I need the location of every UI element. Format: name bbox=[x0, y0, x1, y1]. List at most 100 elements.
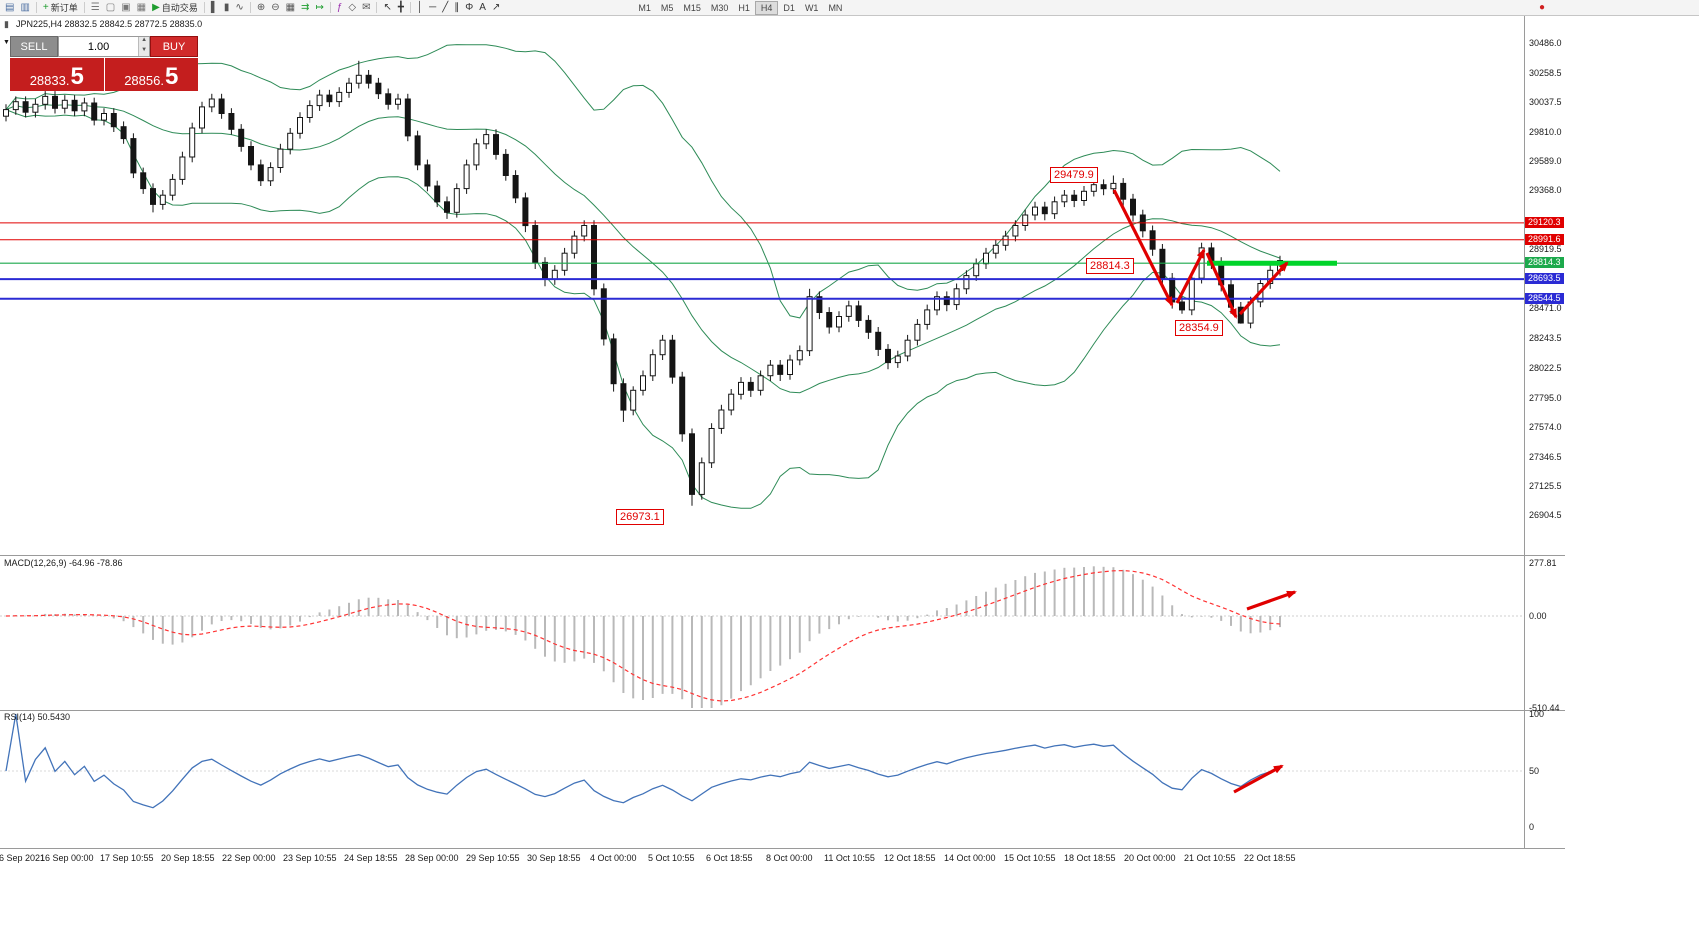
trend-arrow[interactable] bbox=[1238, 261, 1289, 316]
one-click-collapse-caret[interactable]: ▼ bbox=[3, 39, 10, 46]
trendline-button[interactable]: ╱ bbox=[439, 1, 451, 15]
horizontal-line-button[interactable]: ─ bbox=[426, 1, 439, 15]
time-axis-label: 24 Sep 18:55 bbox=[344, 853, 398, 863]
trend-arrow[interactable] bbox=[1233, 764, 1284, 794]
trend-arrow[interactable] bbox=[1246, 590, 1297, 611]
trend-arrow[interactable] bbox=[1175, 248, 1206, 304]
arrows-button[interactable]: ↗ bbox=[489, 1, 503, 15]
data-window-button[interactable]: ▢ bbox=[103, 1, 118, 15]
price-axis-tick: 27346.5 bbox=[1529, 452, 1562, 462]
time-axis-label: 23 Sep 10:55 bbox=[283, 853, 337, 863]
toolbar-separator bbox=[329, 2, 331, 13]
navigator-button[interactable]: ▣ bbox=[118, 1, 133, 15]
price-axis-tick: 29810.0 bbox=[1529, 127, 1562, 137]
time-axis-label: 12 Oct 18:55 bbox=[884, 853, 936, 863]
autotrade-label: 自动交易 bbox=[161, 3, 198, 13]
price-line-label: 28544.5 bbox=[1525, 293, 1564, 304]
auto-scroll-button[interactable]: ⇉ bbox=[298, 1, 312, 15]
toolbar-separator bbox=[83, 2, 85, 13]
mail-button[interactable]: ✉ bbox=[359, 1, 373, 15]
text-button[interactable]: A bbox=[476, 1, 489, 15]
channel-icon: ∥ bbox=[454, 1, 460, 13]
fibonacci-icon: Φ bbox=[465, 1, 474, 13]
rsi-label: RSI(14) 50.5430 bbox=[4, 712, 71, 722]
macd-histogram bbox=[14, 566, 1281, 708]
price-axis-tick: 28919.5 bbox=[1529, 244, 1562, 254]
price-annotation[interactable]: 26973.1 bbox=[616, 509, 664, 525]
templates-button[interactable]: ◇ bbox=[345, 1, 359, 15]
new-order-button[interactable]: + 新订单 bbox=[40, 1, 81, 15]
price-annotation[interactable]: 28814.3 bbox=[1086, 258, 1134, 274]
vertical-line-icon: │ bbox=[416, 1, 424, 13]
price-axis-tick: 28471.0 bbox=[1529, 303, 1562, 313]
crosshair-button[interactable]: ╋ bbox=[395, 1, 407, 15]
market-watch-button[interactable]: ☰ bbox=[88, 1, 103, 15]
vertical-line-button[interactable]: │ bbox=[414, 1, 426, 15]
autotrade-button[interactable]: ▶ 自动交易 bbox=[149, 1, 201, 15]
tile-windows-button[interactable]: ▦ bbox=[283, 1, 298, 15]
indicators-button[interactable]: ƒ bbox=[334, 1, 346, 15]
fibonacci-button[interactable]: Φ bbox=[462, 1, 476, 15]
chart-profiles-icon: ▥ bbox=[20, 1, 30, 13]
horizontal-line-icon: ─ bbox=[429, 1, 437, 13]
time-axis-label: 16 Sep 2021 bbox=[0, 853, 46, 863]
timeframe-mn-button[interactable]: MN bbox=[828, 2, 843, 13]
toolbar-separator bbox=[376, 2, 378, 13]
price-axis-tick: 27125.5 bbox=[1529, 481, 1562, 491]
price-annotation[interactable]: 28354.9 bbox=[1175, 320, 1223, 336]
time-axis-label: 30 Sep 18:55 bbox=[527, 853, 581, 863]
volume-down-button[interactable]: ▼ bbox=[138, 46, 149, 56]
zoom-in-icon: ⊕ bbox=[256, 1, 266, 13]
sell-button[interactable]: SELL bbox=[10, 36, 58, 57]
time-axis-label: 16 Sep 00:00 bbox=[40, 853, 94, 863]
cursor-button[interactable]: ↖ bbox=[380, 1, 394, 15]
sell-price[interactable]: 28833. 5 bbox=[10, 58, 104, 91]
price-axis-tick: 26904.5 bbox=[1529, 510, 1562, 520]
timeframe-m15-button[interactable]: M15 bbox=[683, 2, 701, 13]
terminal-icon: ▦ bbox=[136, 1, 147, 13]
terminal-button[interactable]: ▦ bbox=[134, 1, 149, 15]
chart-shift-button[interactable]: ↦ bbox=[312, 1, 326, 15]
bar-chart-button[interactable]: ▌ bbox=[208, 1, 221, 15]
trend-arrow[interactable] bbox=[1205, 252, 1238, 319]
candlestick-chart-button[interactable]: ▮ bbox=[221, 1, 233, 15]
price-line-label: 28693.5 bbox=[1525, 273, 1564, 284]
bar-chart-icon: ▌ bbox=[210, 1, 218, 13]
timeframe-m30-button[interactable]: M30 bbox=[710, 2, 729, 13]
price-axis[interactable]: 29120.3 28991.6 28814.3 28693.5 28544.5 30486… bbox=[1525, 0, 1605, 870]
timeframe-h4-button[interactable]: H4 bbox=[754, 0, 779, 15]
new-chart-button[interactable]: ▤ bbox=[2, 1, 17, 15]
price-line-label: 28814.3 bbox=[1525, 257, 1564, 268]
timeframe-m1-button[interactable]: M1 bbox=[638, 2, 651, 13]
trend-arrow[interactable] bbox=[1112, 189, 1174, 307]
timeframe-h1-button[interactable]: H1 bbox=[738, 2, 750, 13]
timeframe-w1-button[interactable]: W1 bbox=[804, 2, 819, 13]
zoom-in-button[interactable]: ⊕ bbox=[254, 1, 268, 15]
chart-profiles-button[interactable]: ▥ bbox=[17, 1, 32, 15]
templates-icon: ◇ bbox=[348, 1, 357, 13]
timeframe-d1-button[interactable]: D1 bbox=[783, 2, 795, 13]
new-order-label: 新订单 bbox=[50, 3, 78, 13]
arrows-icon: ↗ bbox=[491, 1, 501, 13]
channel-button[interactable]: ∥ bbox=[451, 1, 462, 15]
record-icon[interactable]: ● bbox=[1539, 2, 1546, 13]
price-axis-tick: 30037.5 bbox=[1529, 97, 1562, 107]
sell-price-main: 28833. bbox=[29, 73, 70, 88]
line-chart-button[interactable]: ∿ bbox=[232, 1, 246, 15]
buy-button[interactable]: BUY bbox=[150, 36, 198, 57]
price-annotation[interactable]: 29479.9 bbox=[1050, 167, 1098, 183]
crosshair-icon: ╋ bbox=[397, 1, 404, 13]
price-axis-tick: 28022.5 bbox=[1529, 363, 1562, 373]
volume-input[interactable] bbox=[59, 37, 139, 56]
buy-price[interactable]: 28856. 5 bbox=[104, 58, 198, 91]
price-axis-tick: 30258.5 bbox=[1529, 68, 1562, 78]
zoom-out-button[interactable]: ⊖ bbox=[268, 1, 282, 15]
time-axis-label: 22 Sep 00:00 bbox=[222, 853, 276, 863]
toolbar-icons: ▤ ▥ + 新订单 ☰ ▢ ▣ ▦ ▶ 自动交易 ▌ ▮ ∿ ⊕ ⊖ ▦ ⇉ ↦ ƒ ◇ ✉ ↖ ╋ │ ─ ╱ ∥ Φ A ↗ bbox=[2, 1, 503, 15]
volume-up-button[interactable]: ▲ bbox=[138, 37, 149, 47]
top-toolbar: ▤ ▥ + 新订单 ☰ ▢ ▣ ▦ ▶ 自动交易 ▌ ▮ ∿ ⊕ ⊖ ▦ ⇉ ↦ ƒ ◇ ✉ ↖ ╋ │ ─ ╱ ∥ Φ A ↗ M1 M5… bbox=[0, 0, 1699, 16]
timeframe-m5-button[interactable]: M5 bbox=[660, 2, 674, 13]
bollinger-bands bbox=[5, 44, 1281, 509]
